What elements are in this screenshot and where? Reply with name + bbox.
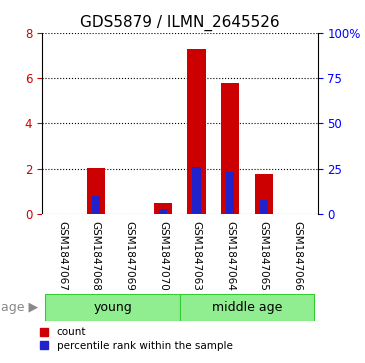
- Text: GSM1847069: GSM1847069: [124, 221, 134, 290]
- Text: young: young: [93, 301, 132, 314]
- Text: GSM1847067: GSM1847067: [57, 221, 67, 290]
- Bar: [154, 203, 172, 214]
- Text: GSM1847065: GSM1847065: [259, 221, 269, 290]
- Text: age ▶: age ▶: [1, 301, 38, 314]
- Bar: [192, 167, 201, 214]
- Text: GSM1847064: GSM1847064: [225, 221, 235, 290]
- Bar: [159, 209, 167, 214]
- Bar: [180, 294, 314, 321]
- Bar: [87, 168, 105, 214]
- Legend: count, percentile rank within the sample: count, percentile rank within the sample: [40, 327, 233, 351]
- Bar: [187, 49, 206, 214]
- Text: GSM1847070: GSM1847070: [158, 221, 168, 290]
- Text: middle age: middle age: [212, 301, 282, 314]
- Bar: [92, 196, 100, 214]
- Title: GDS5879 / ILMN_2645526: GDS5879 / ILMN_2645526: [80, 15, 280, 31]
- Bar: [226, 172, 234, 214]
- Text: GSM1847068: GSM1847068: [91, 221, 101, 290]
- Text: GSM1847063: GSM1847063: [192, 221, 201, 290]
- Bar: [260, 200, 268, 214]
- Text: GSM1847066: GSM1847066: [292, 221, 302, 290]
- Bar: [45, 294, 180, 321]
- Bar: [221, 82, 239, 214]
- Bar: [254, 175, 273, 214]
